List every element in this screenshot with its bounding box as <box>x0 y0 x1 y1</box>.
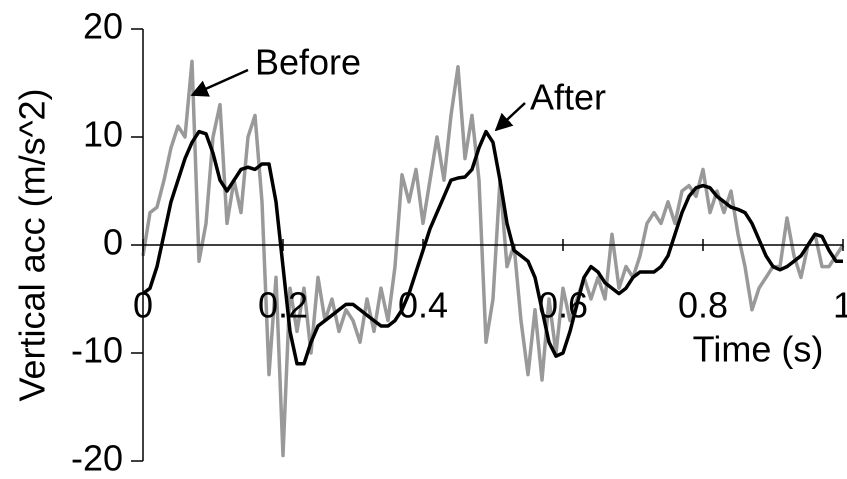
annotation: Before <box>255 42 361 83</box>
annotation-arrow <box>190 68 249 97</box>
y-tick-label: 10 <box>83 114 123 155</box>
y-tick-label: -20 <box>71 438 123 479</box>
y-tick-label: 20 <box>83 6 123 47</box>
x-tick-label: 0.2 <box>258 285 308 326</box>
x-tick-label: 0 <box>133 285 153 326</box>
series-line <box>141 59 845 458</box>
x-axis-label: Time (s) <box>693 329 824 370</box>
y-tick-label: -10 <box>71 330 123 371</box>
x-tick-label: 1 <box>833 285 847 326</box>
x-tick-label: 0.4 <box>398 285 448 326</box>
annotation-arrow <box>494 102 526 132</box>
y-axis-label: Vertical acc (m/s^2) <box>12 89 53 402</box>
x-tick-label: 0.6 <box>538 285 588 326</box>
x-tick-label: 0.8 <box>678 285 728 326</box>
y-tick-label: 0 <box>103 222 123 263</box>
series-line <box>141 129 843 366</box>
annotation: After <box>530 77 606 118</box>
